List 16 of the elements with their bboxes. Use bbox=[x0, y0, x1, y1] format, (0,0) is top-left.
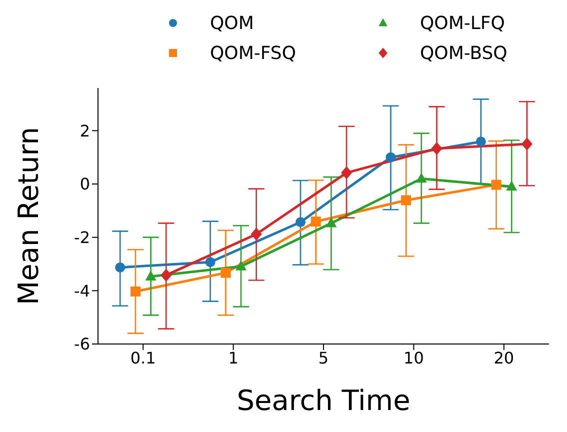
y-tick-label: -4 bbox=[74, 281, 90, 300]
x-tick-label: 1 bbox=[228, 348, 238, 368]
legend-label: QOM bbox=[210, 12, 254, 34]
legend-label: QOM-LFQ bbox=[420, 12, 505, 34]
y-tick-label: 2 bbox=[80, 121, 90, 140]
y-tick-label: -6 bbox=[74, 334, 90, 354]
x-tick-label: 20 bbox=[494, 348, 514, 368]
legend-label: QOM-BSQ bbox=[420, 42, 508, 64]
x-tick-label: 5 bbox=[318, 348, 329, 368]
x-tick-label: 0.1 bbox=[130, 348, 156, 368]
x-tick-label: 10 bbox=[404, 348, 424, 368]
y-axis-title: Mean Return bbox=[12, 126, 45, 306]
y-tick-label: -2 bbox=[74, 228, 90, 248]
legend-label: QOM-FSQ bbox=[210, 42, 296, 64]
x-axis-title: Search Time bbox=[236, 384, 410, 417]
y-tick-label: 0 bbox=[80, 174, 90, 194]
